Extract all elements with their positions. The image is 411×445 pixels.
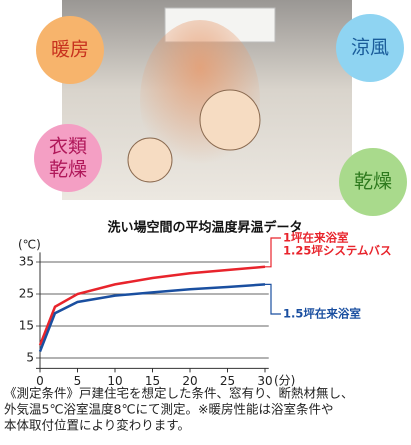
screen: 暖房 涼風 衣類 乾燥 乾燥 洗い場空間の平均温度昇温データ (℃) (分) 《… <box>0 0 411 445</box>
note: 《測定条件》戸建住宅を想定した条件、窓有り、断熱材無し、 <box>4 386 354 401</box>
x-tick-label: 10 <box>107 374 122 388</box>
x-tick-label: 30 <box>257 374 272 388</box>
badge-label: 乾燥 <box>49 159 87 181</box>
y-tick-label: 35 <box>19 255 34 269</box>
legend-label: 1.25坪システムバス <box>283 244 392 258</box>
y-tick-label: 25 <box>19 287 34 301</box>
note: 本体取付位置により変わります。 <box>4 418 190 433</box>
legend-label: 1.5坪在来浴室 <box>283 307 361 321</box>
y-unit: (℃) <box>18 238 41 252</box>
legend-label: 1坪在来浴室 <box>283 231 349 245</box>
x-tick-label: 25 <box>220 374 235 388</box>
leader-line <box>265 238 281 267</box>
illustration <box>200 90 260 150</box>
badge-label: 衣類 <box>49 136 87 158</box>
y-tick-label: 5 <box>26 351 34 365</box>
badge-label: 暖房 <box>51 39 89 61</box>
badge-label: 涼風 <box>351 37 389 59</box>
leader-line <box>265 284 281 314</box>
x-tick-label: 5 <box>74 374 82 388</box>
x-tick-label: 0 <box>36 374 44 388</box>
x-tick-label: 20 <box>182 374 197 388</box>
y-tick-label: 15 <box>19 319 34 333</box>
illustration <box>128 138 172 182</box>
page: {"badges": ["暖房", "涼風", ["衣類", "乾燥"], "乾… <box>0 0 411 445</box>
series-line <box>40 284 265 351</box>
x-tick-label: 15 <box>145 374 160 388</box>
badge-label: 乾燥 <box>354 171 392 193</box>
chart-title: 洗い場空間の平均温度昇温データ <box>107 220 302 236</box>
note: 外気温5℃浴室温度8℃にて測定。※暖房性能は浴室条件や <box>4 402 333 417</box>
series-line <box>40 267 265 345</box>
